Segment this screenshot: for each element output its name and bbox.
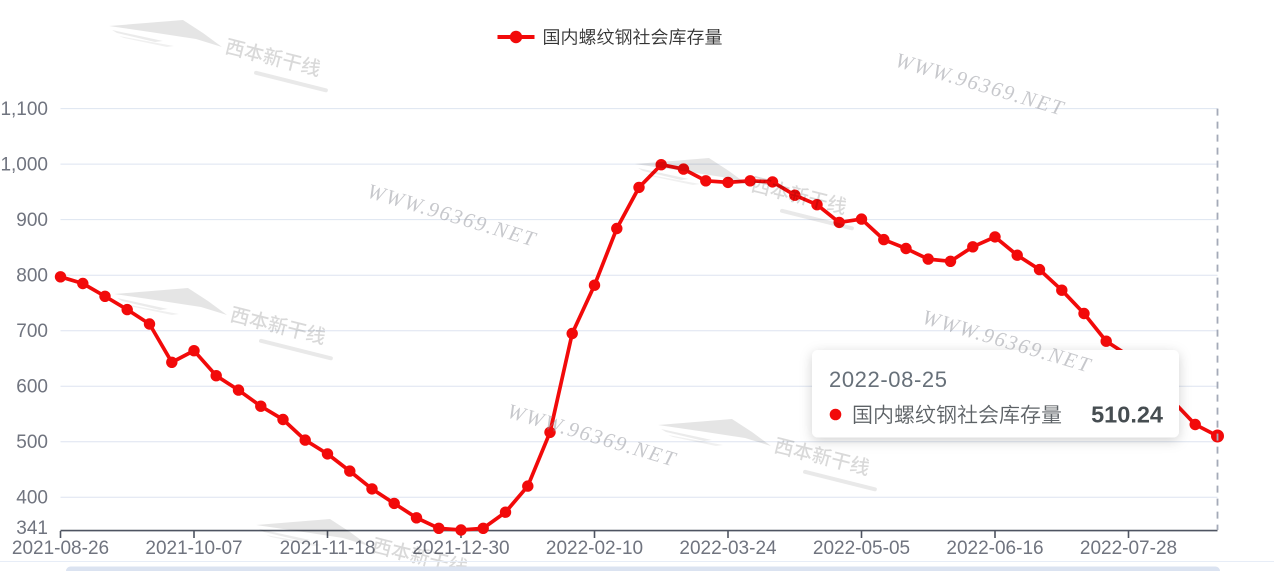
svg-text:1,100: 1,100 [0, 99, 48, 120]
svg-text:400: 400 [16, 488, 48, 509]
svg-text:2021-10-07: 2021-10-07 [145, 538, 242, 559]
svg-text:900: 900 [16, 210, 48, 231]
svg-text:2022-02-10: 2022-02-10 [546, 538, 643, 559]
svg-text:2022-05-05: 2022-05-05 [813, 538, 910, 559]
svg-text:1,000: 1,000 [0, 155, 48, 176]
svg-text:2022-03-24: 2022-03-24 [679, 538, 777, 559]
svg-text:2022-08-25: 2022-08-25 [829, 367, 948, 392]
svg-text:800: 800 [16, 266, 48, 287]
svg-text:2022-06-16: 2022-06-16 [946, 538, 1043, 559]
svg-text:600: 600 [16, 377, 48, 398]
svg-text:2022-07-28: 2022-07-28 [1080, 538, 1177, 559]
svg-text:341: 341 [16, 518, 48, 539]
svg-text:510.24: 510.24 [1091, 402, 1163, 428]
svg-text:2021-08-26: 2021-08-26 [12, 538, 109, 559]
svg-text:500: 500 [16, 432, 48, 453]
svg-text:700: 700 [16, 321, 48, 342]
